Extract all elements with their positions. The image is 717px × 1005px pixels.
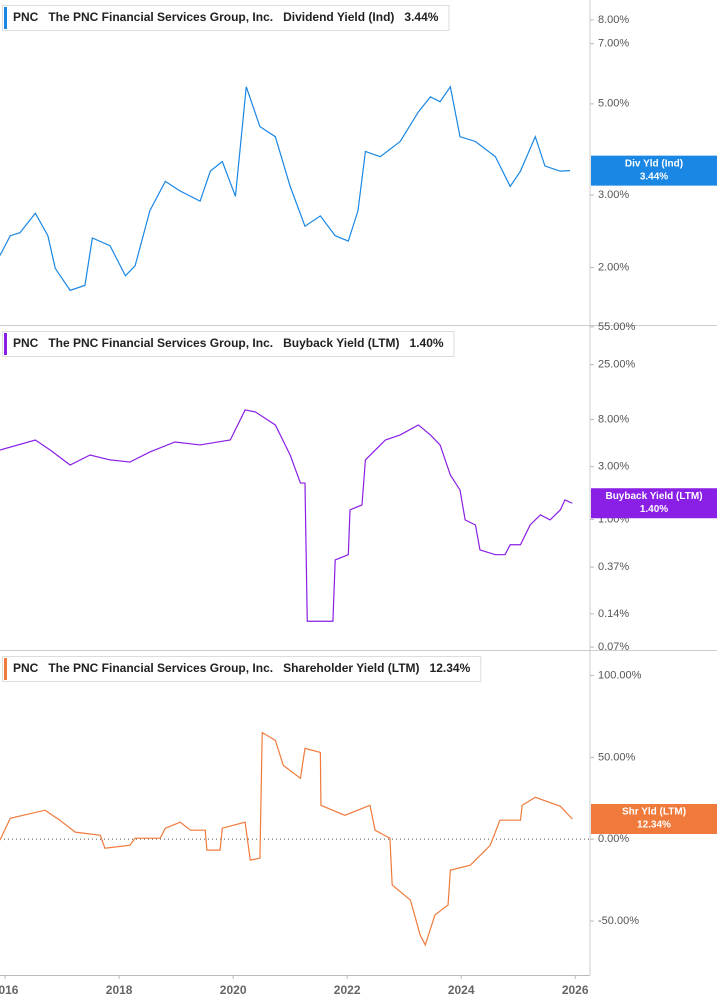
y-tick-label: 50.00% (598, 751, 636, 763)
y-tick-label: -50.00% (598, 915, 639, 927)
legend-series-name: Dividend Yield (Ind) (283, 10, 394, 24)
series-line (0, 409, 573, 622)
series-line (0, 731, 573, 947)
legend: PNC The PNC Financial Services Group, Inc… (2, 331, 455, 357)
y-tick-label: 55.00% (598, 321, 636, 333)
legend-ticker: PNC (13, 661, 39, 675)
legend-company: The PNC Financial Services Group, Inc. (48, 336, 273, 350)
value-tag-value: 1.40% (640, 504, 668, 515)
legend-series-name: Shareholder Yield (LTM) (283, 661, 419, 675)
legend-swatch (4, 658, 7, 680)
legend-box (2, 5, 450, 31)
value-tag (591, 803, 717, 834)
value-tag-value: 12.34% (637, 820, 671, 831)
value-tag-name: Div Yld (Ind) (625, 158, 683, 169)
value-tag (591, 155, 717, 186)
x-tick-label: 2016 (0, 983, 19, 997)
legend-box (2, 331, 455, 357)
y-tick-label: 0.00% (598, 833, 629, 845)
legend-company: The PNC Financial Services Group, Inc. (48, 10, 273, 24)
x-tick-label: 2026 (562, 983, 589, 997)
x-tick-label: 2024 (448, 983, 475, 997)
y-tick-label: 3.00% (598, 189, 629, 201)
y-tick-label: 0.07% (598, 641, 629, 653)
value-tag-name: Buyback Yield (LTM) (605, 491, 702, 502)
legend-value: 3.44% (404, 10, 438, 24)
legend-series-name: Buyback Yield (LTM) (283, 336, 399, 350)
y-tick-label: 25.00% (598, 359, 636, 371)
y-tick-label: 100.00% (598, 669, 642, 681)
legend-swatch (4, 333, 7, 355)
y-tick-label: 2.00% (598, 261, 629, 273)
x-tick-label: 2022 (334, 983, 361, 997)
value-tag-name: Shr Yld (LTM) (622, 807, 686, 818)
legend-value: 1.40% (410, 336, 444, 350)
legend-box (2, 656, 482, 682)
y-tick-label: 0.37% (598, 561, 629, 573)
legend-company: The PNC Financial Services Group, Inc. (48, 661, 273, 675)
legend-ticker: PNC (13, 336, 39, 350)
legend-ticker: PNC (13, 10, 39, 24)
y-tick-label: 3.00% (598, 461, 629, 473)
legend-value: 12.34% (430, 661, 471, 675)
y-tick-label: 0.14% (598, 608, 629, 620)
legend: PNC The PNC Financial Services Group, Inc… (2, 656, 482, 682)
y-tick-label: 5.00% (598, 98, 629, 110)
x-tick-label: 2020 (220, 983, 247, 997)
value-tag-value: 3.44% (640, 171, 668, 182)
y-tick-label: 8.00% (598, 413, 629, 425)
y-tick-label: 8.00% (598, 14, 629, 26)
value-tag (591, 488, 717, 519)
x-tick-label: 2018 (106, 983, 133, 997)
y-tick-label: 7.00% (598, 38, 629, 50)
legend: PNC The PNC Financial Services Group, Inc… (2, 5, 450, 31)
series-line (0, 85, 571, 292)
legend-swatch (4, 7, 7, 29)
